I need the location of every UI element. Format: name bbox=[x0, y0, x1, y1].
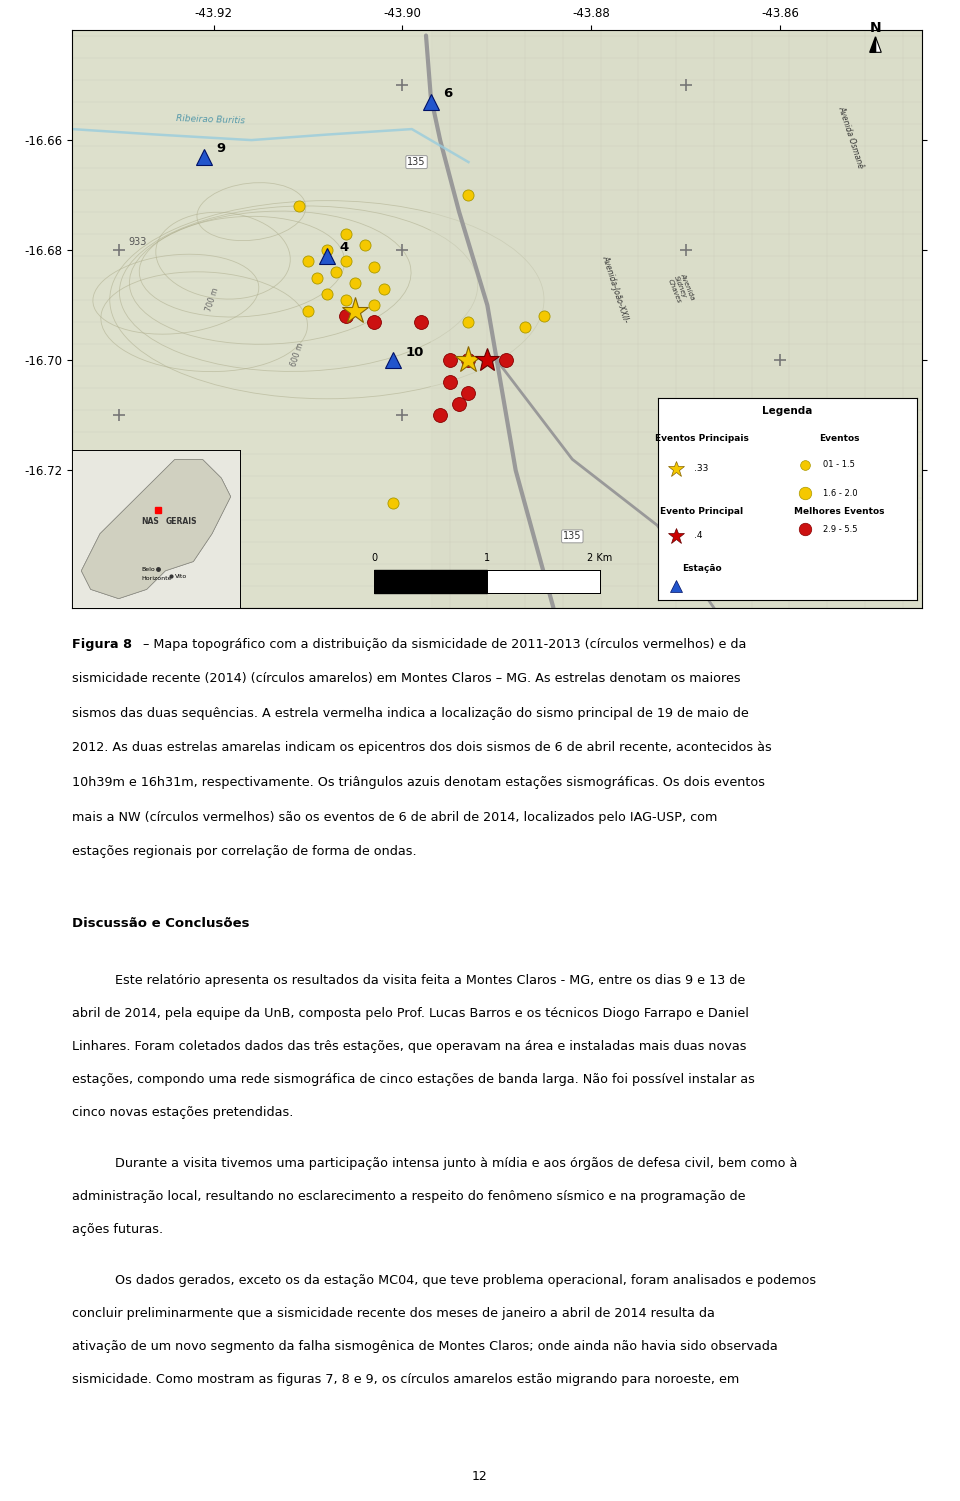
Text: ativação de um novo segmento da falha sismogênica de Montes Claros; onde ainda n: ativação de um novo segmento da falha si… bbox=[72, 1340, 778, 1354]
Text: Avenida Osmanê: Avenida Osmanê bbox=[836, 105, 865, 170]
Text: 933: 933 bbox=[129, 237, 147, 246]
Polygon shape bbox=[82, 459, 230, 599]
Text: Discussão e Conclusões: Discussão e Conclusões bbox=[72, 917, 250, 931]
Text: ações futuras.: ações futuras. bbox=[72, 1223, 163, 1237]
Text: 2 Km: 2 Km bbox=[588, 552, 612, 563]
Text: 0: 0 bbox=[372, 552, 377, 563]
Text: Vito: Vito bbox=[175, 575, 187, 579]
Text: administração local, resultando no esclarecimento a respeito do fenômeno sísmico: administração local, resultando no escla… bbox=[72, 1190, 746, 1204]
Text: .33: .33 bbox=[694, 464, 708, 473]
Polygon shape bbox=[72, 450, 240, 608]
Text: 01 - 1.5: 01 - 1.5 bbox=[824, 461, 855, 470]
Polygon shape bbox=[870, 38, 876, 53]
Text: estações, compondo uma rede sismográfica de cinco estações de banda larga. Não f: estações, compondo uma rede sismográfica… bbox=[72, 1073, 755, 1087]
Polygon shape bbox=[487, 570, 600, 593]
Text: .4: .4 bbox=[694, 531, 703, 540]
Text: Ribeirao Buritis: Ribeirao Buritis bbox=[176, 114, 245, 126]
Polygon shape bbox=[431, 30, 922, 608]
Text: Avenida-João-XXII-: Avenida-João-XXII- bbox=[601, 254, 631, 324]
Text: Belo: Belo bbox=[141, 567, 155, 572]
Text: Linhares. Foram coletados dados das três estações, que operavam na área e instal: Linhares. Foram coletados dados das três… bbox=[72, 1040, 747, 1054]
Text: 2.9 - 5.5: 2.9 - 5.5 bbox=[824, 525, 858, 534]
Text: N: N bbox=[870, 21, 881, 35]
Text: NAS: NAS bbox=[141, 518, 158, 527]
Text: 135: 135 bbox=[564, 531, 582, 542]
Text: 10h39m e 16h31m, respectivamente. Os triângulos azuis denotam estações sismográf: 10h39m e 16h31m, respectivamente. Os tri… bbox=[72, 776, 765, 790]
Polygon shape bbox=[876, 38, 881, 53]
Text: GERAIS: GERAIS bbox=[165, 518, 197, 527]
Text: 135: 135 bbox=[407, 158, 426, 167]
Polygon shape bbox=[82, 459, 230, 599]
Text: sismos das duas sequências. A estrela vermelha indica a localização do sismo pri: sismos das duas sequências. A estrela ve… bbox=[72, 707, 749, 720]
Polygon shape bbox=[72, 30, 922, 608]
Text: 2012. As duas estrelas amarelas indicam os epicentros dos dois sismos de 6 de ab: 2012. As duas estrelas amarelas indicam … bbox=[72, 741, 772, 755]
Polygon shape bbox=[374, 570, 487, 593]
Text: 6: 6 bbox=[443, 87, 452, 101]
Text: Eventos Principais: Eventos Principais bbox=[655, 434, 749, 443]
Text: Estação: Estação bbox=[682, 564, 722, 573]
Text: 4: 4 bbox=[339, 242, 348, 254]
Text: 600 m: 600 m bbox=[289, 342, 305, 368]
Text: Evento Principal: Evento Principal bbox=[660, 507, 743, 516]
Text: Legenda: Legenda bbox=[762, 405, 812, 416]
Text: mais a NW (círculos vermelhos) são os eventos de 6 de abril de 2014, localizados: mais a NW (círculos vermelhos) são os ev… bbox=[72, 811, 717, 824]
Text: 10: 10 bbox=[405, 345, 423, 359]
Text: Este relatório apresenta os resultados da visita feita a Montes Claros - MG, ent: Este relatório apresenta os resultados d… bbox=[115, 974, 746, 988]
Text: estações regionais por correlação de forma de ondas.: estações regionais por correlação de for… bbox=[72, 845, 417, 859]
Text: 12: 12 bbox=[472, 1469, 488, 1483]
Text: cinco novas estações pretendidas.: cinco novas estações pretendidas. bbox=[72, 1106, 294, 1120]
Text: sismicidade. Como mostram as figuras 7, 8 e 9, os círculos amarelos estão migran: sismicidade. Como mostram as figuras 7, … bbox=[72, 1373, 739, 1387]
Text: 1.6 - 2.0: 1.6 - 2.0 bbox=[824, 488, 858, 497]
Text: 700 m: 700 m bbox=[204, 287, 220, 312]
Text: Melhores Eventos: Melhores Eventos bbox=[794, 507, 884, 516]
Text: Eventos: Eventos bbox=[819, 434, 859, 443]
Text: Durante a visita tivemos uma participação intensa junto à mídia e aos órgãos de : Durante a visita tivemos uma participaçã… bbox=[115, 1157, 798, 1171]
Text: Figura 8: Figura 8 bbox=[72, 638, 132, 651]
Text: Horizonte: Horizonte bbox=[141, 576, 172, 581]
Text: concluir preliminarmente que a sismicidade recente dos meses de janeiro a abril : concluir preliminarmente que a sismicida… bbox=[72, 1307, 715, 1321]
Text: abril de 2014, pela equipe da UnB, composta pelo Prof. Lucas Barros e os técnico: abril de 2014, pela equipe da UnB, compo… bbox=[72, 1007, 749, 1021]
Text: 1: 1 bbox=[484, 552, 491, 563]
Text: Os dados gerados, exceto os da estação MC04, que teve problema operacional, fora: Os dados gerados, exceto os da estação M… bbox=[115, 1274, 816, 1288]
Text: 9: 9 bbox=[216, 143, 226, 155]
Text: sismicidade recente (2014) (círculos amarelos) em Montes Claros – MG. As estrela: sismicidade recente (2014) (círculos ama… bbox=[72, 672, 740, 686]
Text: Avenida
Sidney
Chaves: Avenida Sidney Chaves bbox=[666, 272, 696, 306]
Text: – Mapa topográfico com a distribuição da sismicidade de 2011-2013 (círculos verm: – Mapa topográfico com a distribuição da… bbox=[139, 638, 747, 651]
